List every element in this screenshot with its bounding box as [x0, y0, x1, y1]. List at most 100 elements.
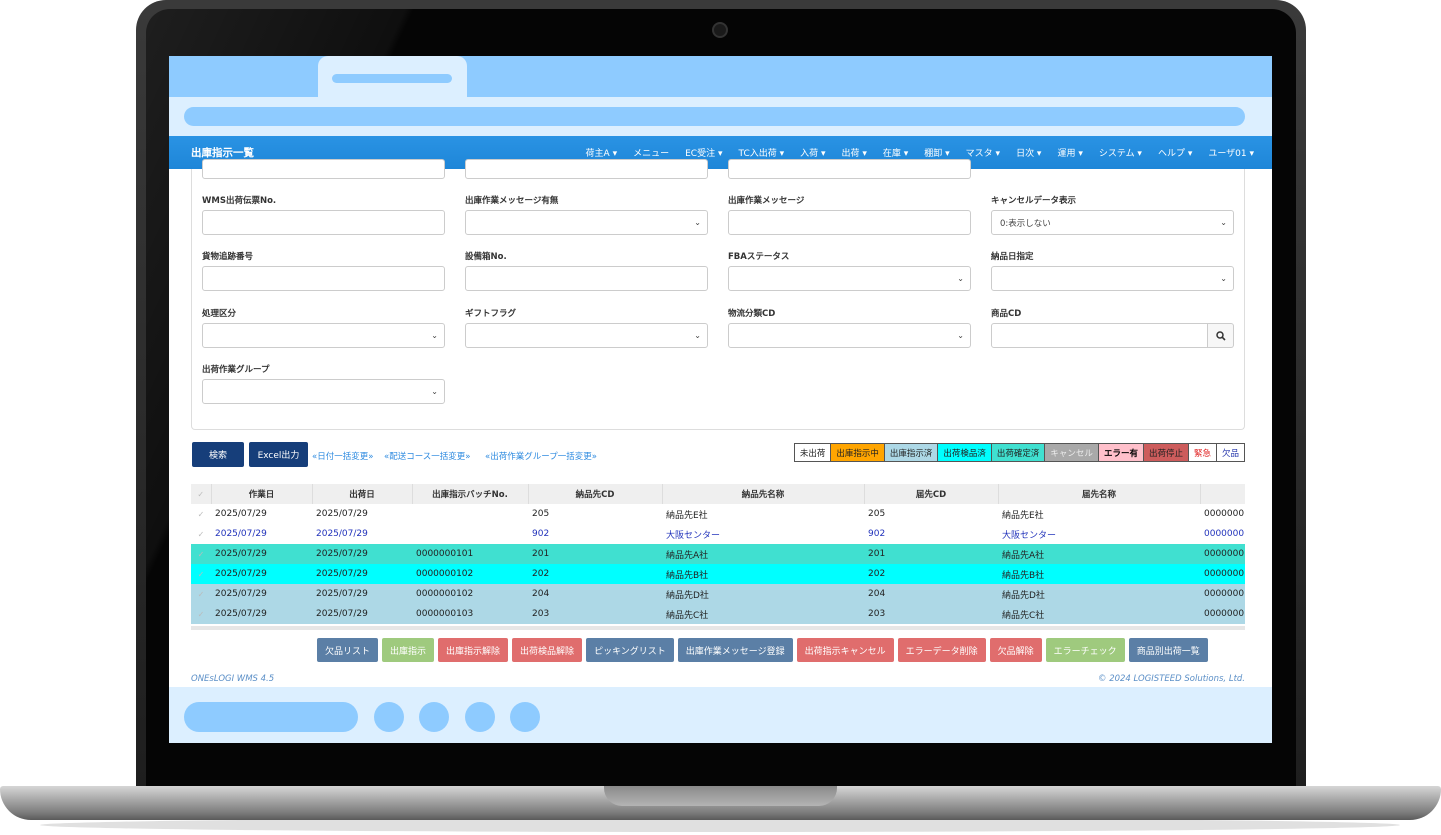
- work-msg-input[interactable]: [728, 210, 971, 235]
- menu-item[interactable]: 入荷 ▾: [800, 149, 826, 159]
- date-change-link[interactable]: «日付一括変更»: [312, 452, 374, 462]
- action-button[interactable]: エラーデータ削除: [897, 638, 986, 662]
- table-cell: 0000000: [1204, 529, 1245, 539]
- delivery-date-label: 納品日指定: [991, 252, 1034, 262]
- column-header[interactable]: 納品先CD: [528, 484, 663, 504]
- menu-item[interactable]: 荷主A ▾: [585, 149, 618, 159]
- process-select[interactable]: ⌄: [202, 323, 445, 348]
- table-row[interactable]: ✓ 2025/07/29 2025/07/29 0000000102 202 納品先B社 2…: [191, 564, 1245, 584]
- chevron-down-icon: ⌄: [957, 274, 964, 283]
- column-header[interactable]: WMS: [1200, 484, 1245, 504]
- taskbar-dot[interactable]: [465, 702, 495, 732]
- table-cell: 202: [532, 569, 550, 579]
- wms-slip-input[interactable]: [202, 210, 445, 235]
- logistics-select[interactable]: ⌄: [728, 323, 971, 348]
- table-cell: 0000000102: [416, 569, 474, 579]
- work-group-select[interactable]: ⌄: [202, 379, 445, 404]
- search-button[interactable]: 検索: [192, 442, 244, 467]
- action-button[interactable]: 商品別出荷一覧: [1128, 638, 1208, 662]
- table-cell: 0000000103: [416, 609, 474, 619]
- table-cell: 納品先E社: [1002, 510, 1044, 521]
- product-search-button[interactable]: [1208, 323, 1234, 348]
- action-button[interactable]: 欠品解除: [989, 638, 1042, 662]
- excel-export-button[interactable]: Excel出力: [249, 442, 308, 467]
- taskbar-dot[interactable]: [419, 702, 449, 732]
- menu-item[interactable]: ヘルプ ▾: [1157, 149, 1193, 159]
- column-header[interactable]: 出庫指示バッチNo.: [412, 484, 529, 504]
- menu-item[interactable]: メニュー: [633, 149, 670, 159]
- row-checkbox[interactable]: ✓: [197, 589, 205, 599]
- taskbar-pill[interactable]: [184, 702, 358, 732]
- menu-item[interactable]: TC入出荷 ▾: [738, 149, 785, 159]
- row-checkbox[interactable]: ✓: [197, 509, 205, 519]
- field-partial-1[interactable]: [202, 159, 445, 179]
- action-button[interactable]: 出庫作業メッセージ登録: [677, 638, 793, 662]
- chevron-down-icon: ⌄: [431, 387, 438, 396]
- table-cell: 201: [868, 549, 886, 559]
- table-cell: 2025/07/29: [316, 589, 368, 599]
- fba-select[interactable]: ⌄: [728, 266, 971, 291]
- box-input[interactable]: [465, 266, 708, 291]
- table-cell: 納品先C社: [666, 610, 709, 621]
- table-cell: 0000000101: [416, 549, 474, 559]
- menu-item[interactable]: 在庫 ▾: [882, 149, 909, 159]
- column-header[interactable]: 届先名称: [998, 484, 1201, 504]
- laptop-notch: [604, 786, 837, 806]
- row-checkbox[interactable]: ✓: [197, 569, 205, 579]
- legend-item: 緊急: [1188, 443, 1217, 462]
- row-checkbox[interactable]: ✓: [197, 549, 205, 559]
- table-row[interactable]: ✓ 2025/07/29 2025/07/29 205 納品先E社 205 納品先E社 000…: [191, 504, 1245, 524]
- taskbar-dot[interactable]: [374, 702, 404, 732]
- delivery-date-select[interactable]: ⌄: [991, 266, 1234, 291]
- table-cell: 大阪センター: [666, 530, 721, 541]
- table-cell: 0000000: [1204, 509, 1245, 519]
- row-checkbox[interactable]: ✓: [197, 609, 205, 619]
- tracking-input[interactable]: [202, 266, 445, 291]
- address-bar[interactable]: [184, 107, 1245, 126]
- menu-item[interactable]: ユーザ01 ▾: [1208, 149, 1254, 159]
- action-button[interactable]: 出庫指示: [382, 638, 435, 662]
- menu-item[interactable]: システム ▾: [1098, 149, 1142, 159]
- action-button[interactable]: エラーチェック: [1045, 638, 1125, 662]
- route-change-link[interactable]: «配送コース一括変更»: [384, 452, 471, 462]
- column-header[interactable]: 納品先名称: [662, 484, 865, 504]
- group-change-link[interactable]: «出荷作業グループ一括変更»: [485, 452, 597, 462]
- column-header[interactable]: 届先CD: [864, 484, 999, 504]
- taskbar-dot[interactable]: [510, 702, 540, 732]
- menu-item[interactable]: マスタ ▾: [965, 149, 1001, 159]
- table-row[interactable]: ✓ 2025/07/29 2025/07/29 0000000101 201 納品先A社 2…: [191, 544, 1245, 564]
- row-checkbox[interactable]: ✓: [197, 529, 205, 539]
- horizontal-scrollbar[interactable]: [191, 626, 1245, 630]
- field-partial-2[interactable]: [465, 159, 708, 179]
- chevron-down-icon: ⌄: [1220, 274, 1227, 283]
- action-button[interactable]: 出庫指示解除: [438, 638, 509, 662]
- work-msg-flag-select[interactable]: ⌄: [465, 210, 708, 235]
- menu-item[interactable]: 棚卸 ▾: [924, 149, 950, 159]
- cancel-display-label: キャンセルデータ表示: [991, 196, 1077, 206]
- column-header[interactable]: 出荷日: [312, 484, 413, 504]
- table-row[interactable]: ✓ 2025/07/29 2025/07/29 0000000102 204 納品先D社 2…: [191, 584, 1245, 604]
- action-button[interactable]: 出荷指示キャンセル: [796, 638, 894, 662]
- menu-item[interactable]: 運用 ▾: [1057, 149, 1083, 159]
- legend-item: 欠品: [1216, 443, 1245, 462]
- menu-item[interactable]: EC受注 ▾: [685, 149, 723, 159]
- menu-item[interactable]: 日次 ▾: [1016, 149, 1042, 159]
- field-partial-3[interactable]: [728, 159, 971, 179]
- action-button[interactable]: 欠品リスト: [317, 638, 379, 662]
- column-header[interactable]: 作業日: [211, 484, 313, 504]
- gift-select[interactable]: ⌄: [465, 323, 708, 348]
- cancel-display-select[interactable]: 0:表示しない ⌄: [991, 210, 1234, 235]
- legend-item: 出荷確定済: [991, 443, 1046, 462]
- table-cell: 納品先A社: [666, 550, 709, 561]
- action-button[interactable]: 出荷検品解除: [512, 638, 583, 662]
- product-input[interactable]: [991, 323, 1208, 348]
- select-all-checkbox[interactable]: ✓: [191, 484, 212, 504]
- main-menu: 荷主A ▾ メニュー EC受注 ▾ TC入出荷 ▾ 入荷 ▾ 出荷 ▾ 在庫 ▾ 棚卸 ▾ マス…: [570, 146, 1254, 159]
- action-button[interactable]: ピッキングリスト: [586, 638, 674, 662]
- table-row[interactable]: ✓ 2025/07/29 2025/07/29 0000000103 203 納品先C社 2…: [191, 604, 1245, 624]
- menu-item[interactable]: 出荷 ▾: [841, 149, 867, 159]
- taskbar: [169, 687, 1272, 743]
- search-panel: WMS出荷伝票No. 出庫作業メッセージ有無 ⌄ 出庫作業メッセージ キャンセル…: [191, 159, 1245, 430]
- table-row[interactable]: ✓ 2025/07/29 2025/07/29 902 大阪センター 902 大阪センター 0…: [191, 524, 1245, 544]
